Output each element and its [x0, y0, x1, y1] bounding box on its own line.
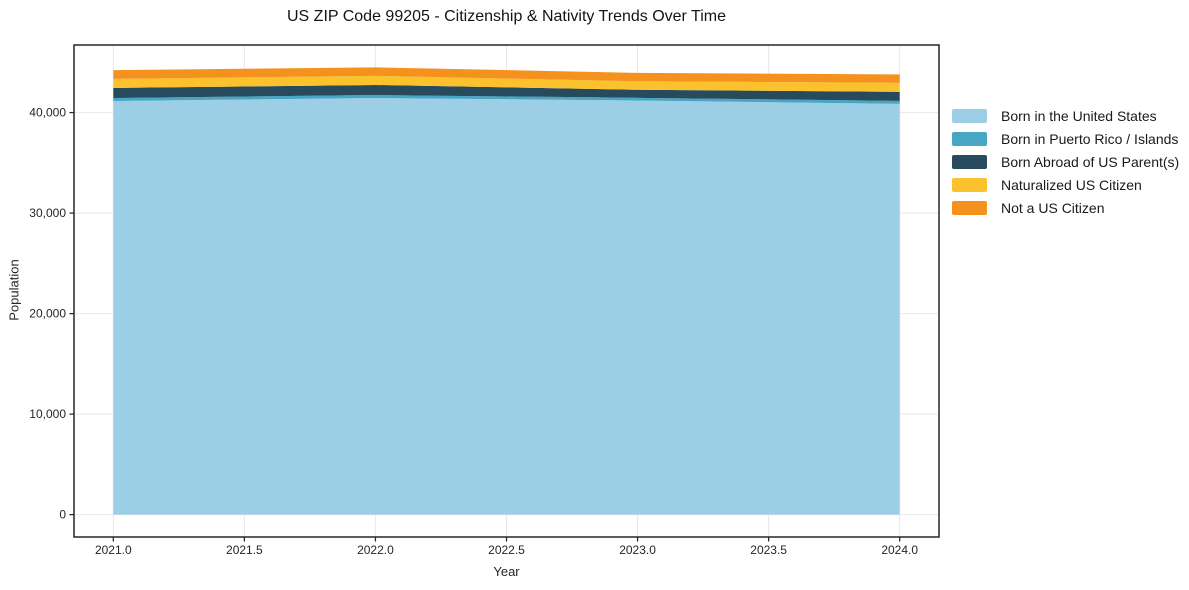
legend-item-born-in-puerto-rico-islands: Born in Puerto Rico / Islands [952, 131, 1179, 147]
legend-label: Not a US Citizen [1001, 200, 1105, 216]
x-tick-label: 2024.0 [881, 543, 918, 557]
legend-swatch-not-a-us-citizen [952, 201, 987, 215]
legend-label: Naturalized US Citizen [1001, 177, 1142, 193]
x-tick-label: 2023.5 [750, 543, 787, 557]
legend-swatch-born-in-puerto-rico-islands [952, 132, 987, 146]
legend-label: Born in Puerto Rico / Islands [1001, 131, 1179, 147]
chart-title: US ZIP Code 99205 - Citizenship & Nativi… [287, 8, 726, 25]
area-born-abroad-of-us-parent-s [113, 84, 900, 101]
y-tick-label: 30,000 [29, 206, 66, 220]
legend: Born in the United States Born in Puerto … [952, 108, 1180, 224]
area-born-in-the-united-states [113, 98, 900, 515]
y-tick-label: 10,000 [29, 407, 66, 421]
legend-swatch-born-abroad-of-us-parent-s [952, 155, 987, 169]
legend-label: Born Abroad of US Parent(s) [1001, 154, 1180, 170]
legend-item-naturalized-us-citizen: Naturalized US Citizen [952, 177, 1179, 193]
legend-item-born-in-the-united-states: Born in the United States [952, 108, 1179, 124]
x-axis-label: Year [493, 564, 520, 579]
legend-item-not-a-us-citizen: Not a US Citizen [952, 200, 1179, 216]
x-tick-label: 2021.5 [226, 543, 263, 557]
area-born-in-puerto-rico-islands [113, 95, 900, 104]
x-tick-label: 2022.5 [488, 543, 525, 557]
y-tick-label: 20,000 [29, 307, 66, 321]
area-not-a-us-citizen [113, 67, 900, 83]
x-tick-label: 2022.0 [357, 543, 394, 557]
legend-label: Born in the United States [1001, 108, 1157, 124]
area-naturalized-us-citizen [113, 75, 900, 92]
y-tick-label: 40,000 [29, 106, 66, 120]
legend-item-born-abroad-of-us-parent-s: Born Abroad of US Parent(s) [952, 154, 1180, 170]
x-tick-label: 2021.0 [95, 543, 132, 557]
legend-swatch-born-in-the-united-states [952, 109, 987, 123]
y-axis-label: Population [6, 259, 22, 321]
legend-swatch-naturalized-us-citizen [952, 178, 987, 192]
x-tick-label: 2023.0 [619, 543, 656, 557]
y-tick-label: 0 [59, 508, 66, 522]
